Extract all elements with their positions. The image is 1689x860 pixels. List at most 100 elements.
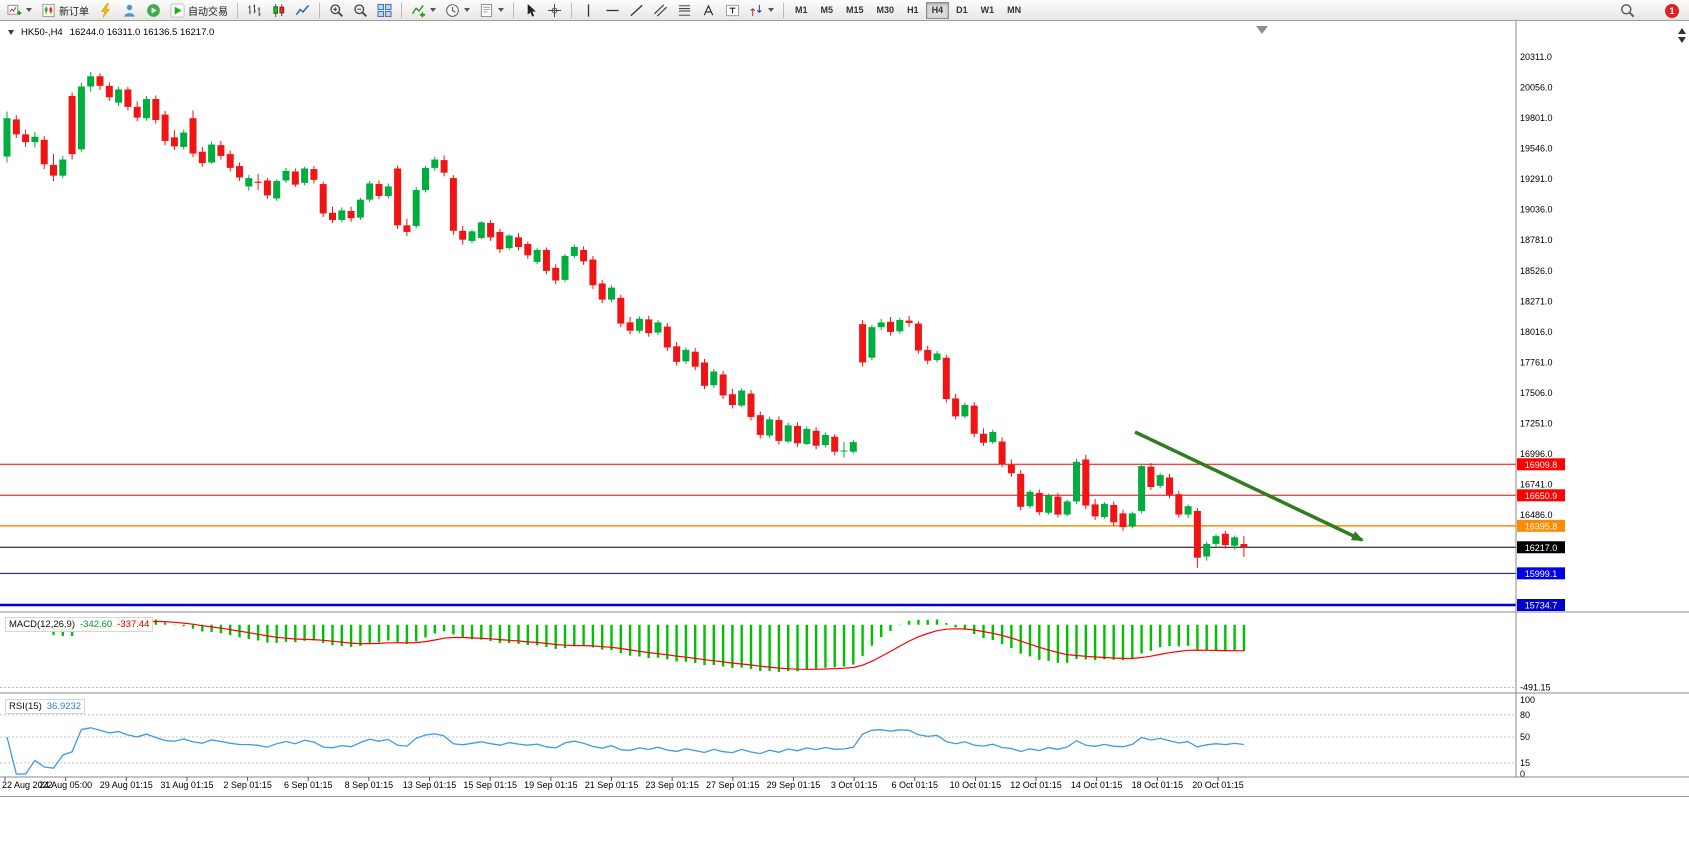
time-axis-label: 12 Oct 01:15	[1010, 780, 1062, 790]
time-axis-label: 29 Aug 01:15	[99, 780, 153, 790]
text-button[interactable]	[697, 1, 720, 20]
arrows-button[interactable]	[745, 1, 778, 20]
scroll-down-icon[interactable]	[1678, 37, 1686, 43]
strategy-tester-button[interactable]	[94, 1, 117, 20]
toolbar-separator	[401, 2, 402, 18]
zoomin-icon	[329, 3, 344, 18]
y-axis-label: 16741.0	[1520, 480, 1553, 490]
timeframe-h4[interactable]: H4	[925, 1, 950, 19]
candles-icon	[271, 3, 286, 18]
timeframe-mn[interactable]: MN	[1001, 2, 1027, 19]
rsi-axis-label: 15	[1520, 758, 1530, 768]
toolbar-right: 1	[1620, 0, 1679, 21]
timeframe-h1[interactable]: H1	[901, 2, 925, 19]
symbol-timeframe-label: HK50-,H4	[21, 27, 63, 38]
toolbar-separator	[237, 2, 238, 18]
crosshair-icon	[547, 3, 562, 18]
price-label: 15999.1	[1525, 569, 1558, 579]
vline-icon	[581, 3, 596, 18]
periods-button[interactable]	[441, 1, 474, 20]
timeframe-d1[interactable]: D1	[950, 2, 974, 19]
indicators-button[interactable]	[407, 1, 440, 20]
price-label-box	[1517, 541, 1565, 554]
linechart-icon	[295, 3, 310, 18]
toolbar-separator	[513, 2, 514, 18]
price-label-box	[1517, 458, 1565, 471]
toolbar-separator	[571, 2, 572, 18]
macd-axis-label: -491.15	[1520, 682, 1551, 692]
text-icon	[701, 3, 716, 18]
time-axis-label: 21 Sep 01:15	[584, 780, 639, 790]
y-axis-label: 20056.0	[1520, 83, 1553, 93]
search-icon[interactable]	[1620, 3, 1635, 18]
macd-label: MACD(12,26,9) -342.60 -337.44	[5, 617, 154, 632]
time-axis-label: 27 Sep 01:15	[706, 780, 760, 790]
y-axis-label: 16486.0	[1520, 510, 1553, 520]
macd-pane[interactable]: -491.15	[0, 618, 1551, 692]
time-axis-label: 14 Oct 01:15	[1070, 780, 1123, 790]
price-label: 16217.0	[1525, 543, 1558, 553]
price-chart-canvas[interactable]: 20311.0 20056.0 19801.0 19546.0 19291.0 19036…	[0, 21, 1689, 797]
vertical-line-button[interactable]	[577, 1, 600, 20]
market-button[interactable]	[142, 1, 165, 20]
horizontal-line-button[interactable]	[601, 1, 624, 20]
candlestick-chart-button[interactable]	[267, 1, 290, 20]
notification-badge[interactable]: 1	[1665, 3, 1679, 18]
y-axis-label: 18781.0	[1520, 235, 1553, 245]
price-label: 16650.9	[1525, 491, 1558, 501]
trend-icon	[629, 3, 644, 18]
new-order-button[interactable]: 新订单	[37, 1, 93, 20]
bar-chart-button[interactable]	[243, 1, 266, 20]
community-button[interactable]	[118, 1, 141, 20]
zoom-out-button[interactable]	[349, 1, 372, 20]
collapse-triangle-icon[interactable]	[8, 30, 14, 35]
button-label: 自动交易	[188, 6, 228, 18]
new-chart-button[interactable]	[3, 1, 36, 20]
timeframe-m30[interactable]: M30	[871, 2, 901, 19]
dropdown-caret-icon	[26, 8, 32, 12]
trendline-button[interactable]	[625, 1, 648, 20]
clock-icon	[445, 3, 460, 18]
label-icon	[725, 3, 740, 18]
trend-arrow-annotation[interactable]	[1134, 430, 1364, 542]
autotrading-button[interactable]: 自动交易	[166, 1, 232, 20]
time-axis-label: 10 Oct 01:15	[949, 780, 1002, 790]
rsi-axis-label: 80	[1520, 710, 1530, 720]
timeframe-m15[interactable]: M15	[840, 2, 870, 19]
time-axis-label: 6 Sep 01:15	[283, 780, 333, 790]
text-label-button[interactable]	[721, 1, 744, 20]
toolbar-separator	[319, 2, 320, 18]
zoom-in-button[interactable]	[325, 1, 348, 20]
time-axis-label: 18 Oct 01:15	[1131, 780, 1184, 790]
cursor-icon	[523, 3, 538, 18]
rsi-value: 36.9232	[46, 701, 82, 712]
price-label-box	[1517, 489, 1565, 502]
channel-button[interactable]	[649, 1, 672, 20]
fibonacci-button[interactable]	[673, 1, 696, 20]
macd-signal-value: -337.44	[117, 619, 150, 630]
line-chart-button[interactable]	[291, 1, 314, 20]
price-lines-layer[interactable]	[0, 463, 1516, 607]
time-axis-label: 20 Oct 01:15	[1192, 780, 1244, 790]
timeframe-w1[interactable]: W1	[975, 2, 1001, 19]
rsi-axis-label: 50	[1520, 732, 1530, 742]
rsi-line	[6, 727, 1244, 775]
cursor-button[interactable]	[519, 1, 542, 20]
y-axis-label: 17761.0	[1520, 357, 1553, 367]
timeframe-m1[interactable]: M1	[789, 2, 814, 19]
templates-button[interactable]	[475, 1, 508, 20]
y-axis-label: 18016.0	[1520, 327, 1553, 337]
y-axis-label: 19801.0	[1520, 113, 1553, 123]
crosshair-button[interactable]	[543, 1, 566, 20]
pane-separators[interactable]	[0, 21, 1689, 778]
macd-signal-line	[6, 620, 1244, 670]
chartplus-icon	[7, 3, 22, 18]
tile-windows-button[interactable]	[373, 1, 396, 20]
timeframe-m5[interactable]: M5	[815, 2, 840, 19]
rsi-pane[interactable]: 100 80 50 150	[0, 695, 1535, 779]
chart-shift-marker[interactable]	[1256, 26, 1268, 34]
scroll-up-icon[interactable]	[1678, 28, 1686, 34]
price-label: 16909.8	[1525, 460, 1558, 470]
template-icon	[479, 3, 494, 18]
time-axis-label: 15 Sep 01:15	[463, 780, 517, 790]
